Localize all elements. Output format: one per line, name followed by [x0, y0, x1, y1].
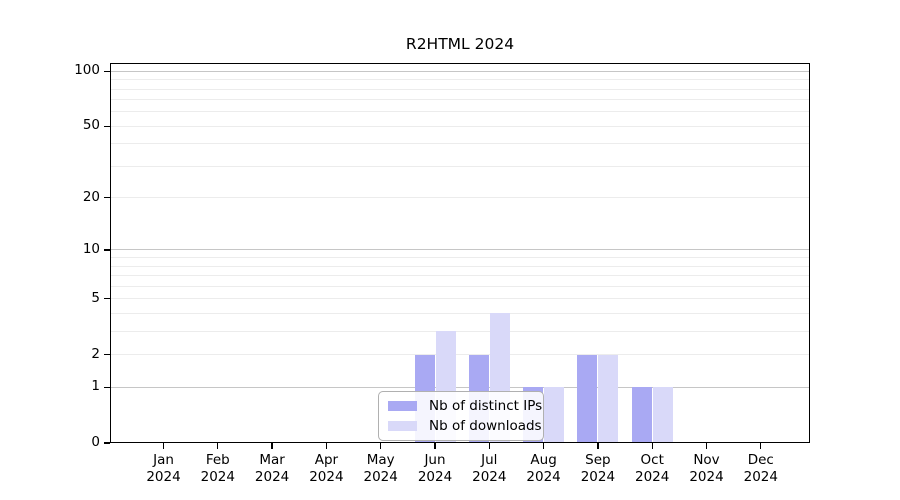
x-axis-label-feb: Feb 2024: [186, 452, 250, 485]
y-axis-tick-0: [104, 442, 110, 444]
x-axis-tick-nov: [705, 443, 708, 449]
x-axis-label-year: 2024: [254, 468, 290, 485]
x-axis-tick-jul: [488, 443, 490, 449]
gridline-minor-50: [110, 125, 810, 127]
x-axis-tick-jan: [162, 443, 165, 449]
x-axis-label-year: 2024: [417, 468, 453, 485]
y-axis-tick-10: [104, 249, 110, 251]
x-axis-label-month: Apr: [314, 452, 339, 468]
gridline-minor-40: [110, 143, 810, 145]
legend-item-distinct-ips: Nb of distinct IPs: [388, 398, 542, 414]
bar-nb-of-downloads-sep: [598, 354, 619, 443]
legend-swatch-distinct-ips: [388, 401, 417, 411]
x-axis-label-sep: Sep 2024: [566, 452, 630, 485]
x-axis-label-month: Jun: [424, 452, 446, 468]
bar-nb-of-distinct-ips-oct: [631, 387, 652, 443]
x-axis-label-year: 2024: [743, 468, 778, 485]
chart-title: R2HTML 2024: [405, 35, 515, 53]
gridline-minor-70: [110, 99, 810, 101]
x-axis-label-year: 2024: [635, 468, 670, 485]
gridline-major-1: [110, 386, 810, 388]
x-axis-label-month: Nov: [693, 452, 720, 468]
y-axis-tick-5: [104, 298, 110, 300]
x-axis-label-month: Aug: [530, 452, 557, 468]
x-axis-label-month: Jul: [481, 452, 498, 468]
x-axis-label-year: 2024: [363, 468, 398, 485]
gridline-minor-6: [110, 285, 810, 287]
x-axis-tick-aug: [542, 443, 545, 449]
x-axis-tick-jun: [434, 443, 436, 449]
x-axis-label-month: May: [366, 452, 395, 468]
y-axis-tick-2: [104, 353, 110, 356]
bar-nb-of-downloads-oct: [652, 387, 673, 443]
x-axis-label-year: 2024: [526, 468, 561, 485]
legend: Nb of distinct IPs Nb of downloads: [378, 391, 544, 441]
y-axis-tick-20: [104, 197, 110, 199]
x-axis-label-year: 2024: [472, 468, 507, 485]
x-axis-tick-oct: [651, 443, 653, 449]
x-axis-label-month: Oct: [640, 452, 664, 468]
legend-swatch-downloads: [388, 421, 417, 431]
y-axis-label-10: 10: [82, 240, 100, 257]
gridline-minor-3: [110, 330, 810, 332]
bar-nb-of-downloads-aug: [544, 387, 565, 443]
gridline-minor-20: [110, 197, 810, 199]
gridline-minor-5: [110, 298, 810, 300]
legend-label-distinct-ips: Nb of distinct IPs: [429, 398, 543, 414]
gridline-minor-2: [110, 354, 810, 356]
gridline-minor-4: [110, 312, 810, 314]
gridline-major-100: [110, 70, 810, 72]
x-axis-tick-feb: [217, 443, 219, 449]
gridline-minor-30: [110, 165, 810, 167]
legend-item-downloads: Nb of downloads: [388, 418, 542, 434]
legend-label-downloads: Nb of downloads: [429, 418, 542, 434]
y-axis-tick-50: [104, 125, 110, 127]
y-axis-label-100: 100: [74, 62, 100, 79]
x-axis-label-month: Dec: [747, 452, 774, 468]
x-axis-label-aug: Aug 2024: [512, 452, 576, 485]
x-axis-tick-may: [380, 443, 382, 449]
y-axis-label-20: 20: [82, 188, 100, 205]
x-axis-label-year: 2024: [309, 468, 344, 485]
x-axis-label-month: Feb: [205, 452, 230, 468]
gridline-minor-7: [110, 275, 810, 277]
x-axis-label-may: May 2024: [349, 452, 413, 485]
gridline-minor-80: [110, 88, 810, 90]
x-axis-label-month: Jan: [153, 452, 174, 468]
x-axis-tick-sep: [597, 443, 599, 449]
x-axis-label-year: 2024: [580, 468, 616, 485]
y-axis-label-1: 1: [91, 378, 100, 395]
x-axis-label-mar: Mar 2024: [240, 452, 304, 485]
x-axis-label-jul: Jul 2024: [457, 452, 521, 485]
gridline-minor-90: [110, 79, 810, 81]
y-axis-label-0: 0: [91, 434, 100, 450]
y-axis-label-50: 50: [82, 117, 100, 134]
x-axis-label-month: Mar: [259, 452, 285, 468]
y-axis-tick-1: [104, 386, 110, 388]
x-axis-label-year: 2024: [200, 468, 235, 485]
x-axis-label-jan: Jan 2024: [132, 452, 196, 485]
y-axis-label-2: 2: [91, 345, 100, 362]
x-axis-label-apr: Apr 2024: [294, 452, 358, 485]
gridline-minor-60: [110, 111, 810, 113]
x-axis-tick-dec: [760, 443, 762, 449]
gridline-minor-9: [110, 257, 810, 259]
x-axis-tick-mar: [271, 443, 273, 449]
x-axis-label-dec: Dec 2024: [729, 452, 793, 485]
x-axis-label-oct: Oct 2024: [620, 452, 684, 485]
x-axis-tick-apr: [325, 443, 328, 449]
x-axis-label-month: Sep: [585, 452, 611, 468]
y-axis-label-5: 5: [91, 289, 100, 306]
x-axis-label-jun: Jun 2024: [403, 452, 467, 485]
x-axis-label-nov: Nov 2024: [675, 452, 739, 485]
gridline-minor-8: [110, 265, 810, 267]
bar-nb-of-distinct-ips-sep: [577, 354, 598, 443]
x-axis-label-year: 2024: [689, 468, 724, 485]
x-axis-label-year: 2024: [146, 468, 181, 485]
y-axis-tick-100: [104, 70, 110, 72]
gridline-major-10: [110, 249, 810, 251]
